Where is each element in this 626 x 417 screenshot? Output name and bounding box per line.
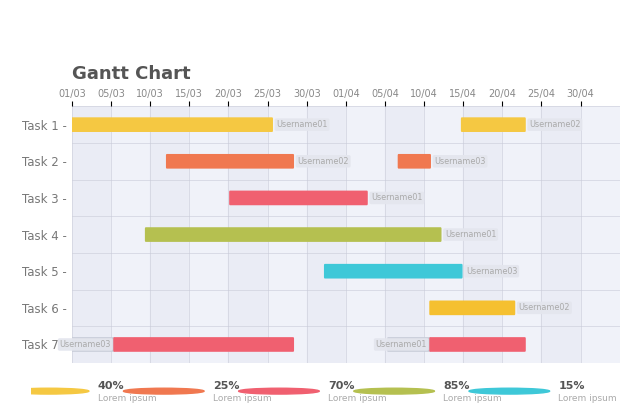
FancyBboxPatch shape [387,337,431,352]
FancyBboxPatch shape [145,227,441,242]
FancyBboxPatch shape [429,337,526,352]
Text: Username03: Username03 [434,157,486,166]
Text: Lorem ipsum: Lorem ipsum [328,394,386,403]
FancyBboxPatch shape [166,154,294,168]
Circle shape [354,388,434,394]
Text: Lorem ipsum: Lorem ipsum [443,394,501,403]
Text: Username03: Username03 [59,340,111,349]
Text: Username01: Username01 [371,193,423,202]
Circle shape [8,388,89,394]
Bar [268,106,307,363]
FancyBboxPatch shape [398,154,431,168]
Text: 25%: 25% [213,381,239,391]
Text: Lorem ipsum: Lorem ipsum [213,394,271,403]
Text: 70%: 70% [328,381,354,391]
Circle shape [123,388,204,394]
Text: Gantt Chart: Gantt Chart [72,65,190,83]
Bar [581,106,620,363]
Text: 15%: 15% [558,381,585,391]
Text: Lorem ipsum: Lorem ipsum [558,394,617,403]
Text: Username01: Username01 [376,340,427,349]
Bar [541,106,581,363]
Text: Username03: Username03 [466,267,517,276]
Bar [111,106,150,363]
Text: Username02: Username02 [518,303,570,312]
FancyBboxPatch shape [71,337,115,352]
Bar [463,106,503,363]
FancyBboxPatch shape [429,301,515,315]
Text: Username02: Username02 [297,157,349,166]
Text: Username01: Username01 [445,230,496,239]
Bar [385,106,424,363]
Circle shape [239,388,319,394]
FancyBboxPatch shape [461,117,526,132]
FancyBboxPatch shape [324,264,463,279]
FancyBboxPatch shape [71,117,273,132]
Text: Username01: Username01 [276,120,328,129]
Bar [503,106,541,363]
Text: 40%: 40% [98,381,124,391]
Circle shape [469,388,550,394]
Bar [72,106,111,363]
Bar [189,106,228,363]
Text: Username02: Username02 [529,120,581,129]
FancyBboxPatch shape [229,191,368,205]
Bar [424,106,463,363]
FancyBboxPatch shape [113,337,294,352]
Bar [150,106,189,363]
Text: 85%: 85% [443,381,470,391]
Bar [307,106,346,363]
Bar [346,106,385,363]
Text: Lorem ipsum: Lorem ipsum [98,394,156,403]
Bar [228,106,268,363]
